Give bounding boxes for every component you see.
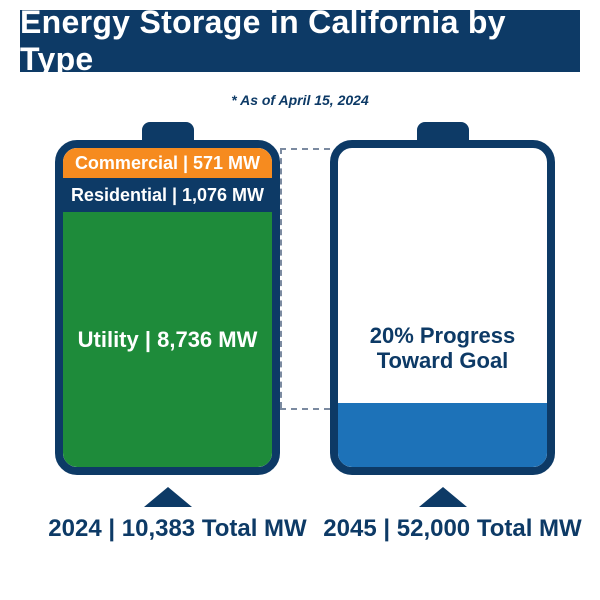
- infographic-root: Energy Storage in California by Type * A…: [0, 0, 600, 600]
- segment-commercial-label: Commercial | 571 MW: [75, 153, 260, 174]
- caption-2045-total: 52,000 Total MW: [397, 515, 582, 542]
- segment-utility: Utility | 8,736 MW: [63, 212, 272, 467]
- connector-left-vertical: [280, 148, 282, 408]
- progress-label: 20% Progress Toward Goal: [338, 323, 547, 374]
- arrow-2024: [144, 487, 192, 507]
- progress-fill: [338, 403, 547, 467]
- title-text: Energy Storage in California by Type: [20, 4, 580, 78]
- batteries-area: Commercial | 571 MW Residential | 1,076 …: [0, 118, 600, 488]
- caption-2024-total: 10,383 Total MW: [122, 515, 307, 542]
- arrow-2045: [419, 487, 467, 507]
- caption-2024: 2024 | 10,383 Total MW: [45, 515, 310, 543]
- segment-residential: Residential | 1,076 MW: [63, 178, 272, 214]
- connector-top: [280, 148, 330, 150]
- asof-note: * As of April 15, 2024: [0, 92, 600, 108]
- progress-label-line2: Toward Goal: [377, 348, 509, 373]
- caption-2045-year: 2045: [323, 515, 376, 542]
- caption-2024-year: 2024: [48, 515, 101, 542]
- segment-commercial: Commercial | 571 MW: [63, 148, 272, 180]
- connector-bottom: [280, 408, 330, 410]
- battery-2024: Commercial | 571 MW Residential | 1,076 …: [55, 140, 280, 475]
- battery-2045: 20% Progress Toward Goal: [330, 140, 555, 475]
- progress-label-line1: 20% Progress: [370, 323, 516, 348]
- caption-2045: 2045 | 52,000 Total MW: [320, 515, 585, 543]
- segment-residential-label: Residential | 1,076 MW: [71, 185, 264, 206]
- title-bar: Energy Storage in California by Type: [20, 10, 580, 72]
- segment-utility-label: Utility | 8,736 MW: [78, 327, 258, 353]
